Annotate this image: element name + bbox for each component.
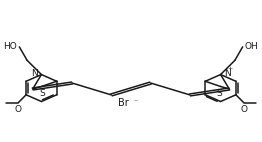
Text: +: +: [228, 66, 233, 71]
Text: O: O: [15, 105, 22, 114]
Text: ⁻: ⁻: [134, 98, 138, 106]
Text: S: S: [39, 89, 45, 98]
Text: S: S: [217, 89, 223, 98]
Text: N: N: [224, 69, 231, 78]
Text: N: N: [31, 69, 38, 78]
Text: O: O: [240, 105, 247, 114]
Text: Br: Br: [118, 98, 128, 108]
Text: OH: OH: [245, 42, 259, 51]
Text: HO: HO: [3, 42, 17, 51]
